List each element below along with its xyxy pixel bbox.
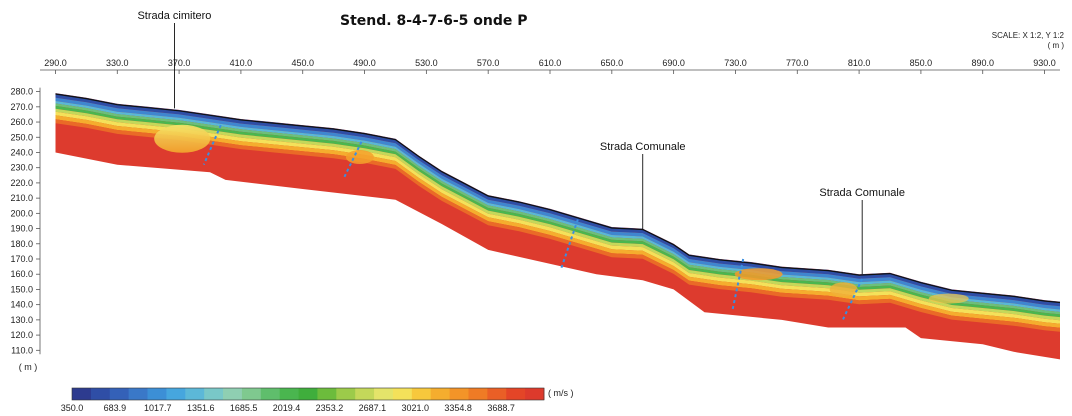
colorbar-swatch — [336, 388, 356, 400]
x-tick-label: 290.0 — [44, 58, 67, 68]
y-tick-label: 190.0 — [10, 224, 33, 234]
x-tick-label: 330.0 — [106, 58, 129, 68]
y-tick-label: 200.0 — [10, 208, 33, 218]
x-tick-label: 690.0 — [662, 58, 685, 68]
x-tick-label: 530.0 — [415, 58, 438, 68]
colorbar-swatch — [449, 388, 469, 400]
annotation-label: Strada Comunale — [600, 141, 686, 153]
colorbar-swatch — [392, 388, 413, 400]
colorbar-tick-label: 3688.7 — [487, 403, 515, 413]
colorbar-swatch — [223, 388, 243, 400]
colorbar-swatch — [109, 388, 130, 400]
colorbar-tick-label: 1017.7 — [144, 403, 172, 413]
colorbar-tick-label: 683.9 — [104, 403, 127, 413]
colorbar-swatch — [355, 388, 375, 400]
colorbar-tick-label: 2353.2 — [316, 403, 344, 413]
x-axis: 290.0 330.0 370.0 410.0 450.0 490.0 530.0 570.0… — [40, 58, 1060, 74]
colorbar-swatch — [241, 388, 262, 400]
colorbar-tick-label: 3021.0 — [402, 403, 430, 413]
low-velocity-anomaly — [345, 150, 374, 165]
colorbar-swatch — [468, 388, 488, 400]
x-tick-label: 810.0 — [848, 58, 871, 68]
colorbar-frame — [71, 387, 545, 401]
colorbar-swatch — [430, 388, 450, 400]
y-tick-label: 120.0 — [10, 330, 33, 340]
colorbar: 350.0 683.9 1017.7 1351.6 1685.5 2019.4 2353.2… — [61, 387, 545, 413]
colorbar-swatch — [260, 388, 281, 400]
fracture-line — [841, 278, 864, 322]
x-tick-label: 410.0 — [230, 58, 253, 68]
velocity-section — [55, 93, 1061, 360]
x-tick-label: 770.0 — [786, 58, 809, 68]
y-tick-label: 150.0 — [10, 284, 33, 294]
chart-title: Stend. 8-4-7-6-5 onde P — [340, 13, 528, 29]
fracture-line — [731, 258, 745, 311]
x-tick-label: 890.0 — [971, 58, 994, 68]
colorbar-tick-label: 1351.6 — [187, 403, 215, 413]
annotation-label: Strada Comunale — [819, 187, 905, 199]
colorbar-swatch — [317, 388, 337, 400]
colorbar-tick-label: 1685.5 — [230, 403, 258, 413]
colorbar-swatch — [90, 388, 111, 400]
y-tick-label: 220.0 — [10, 178, 33, 188]
x-tick-label: 850.0 — [910, 58, 933, 68]
annotation-label: Strada cimitero — [137, 10, 211, 22]
y-tick-label: 230.0 — [10, 163, 33, 173]
colorbar-swatch — [72, 388, 92, 400]
x-tick-label: 610.0 — [539, 58, 562, 68]
y-tick-label: 270.0 — [10, 102, 33, 112]
y-tick-label: 260.0 — [10, 117, 33, 127]
y-unit-label: ( m ) — [19, 362, 38, 372]
y-axis: 280.0 270.0 260.0 250.0 240.0 230.0 220.0 210.0… — [10, 87, 41, 355]
colorbar-swatch — [204, 388, 224, 400]
colorbar-swatch — [166, 388, 186, 400]
y-tick-label: 160.0 — [10, 269, 33, 279]
x-tick-label: 570.0 — [477, 58, 500, 68]
y-tick-label: 110.0 — [11, 345, 33, 355]
fracture-line — [343, 141, 363, 178]
scale-label: SCALE: X 1:2, Y 1:2 — [992, 31, 1065, 40]
low-velocity-anomaly — [829, 282, 858, 297]
y-tick-label: 240.0 — [10, 147, 33, 157]
colorbar-swatch — [506, 388, 526, 400]
low-velocity-anomaly — [928, 293, 969, 304]
x-tick-label: 490.0 — [353, 58, 376, 68]
colorbar-tick-label: 3354.8 — [444, 403, 472, 413]
x-tick-label: 730.0 — [724, 58, 747, 68]
y-tick-label: 210.0 — [10, 193, 33, 203]
colorbar-swatch — [411, 388, 432, 400]
colorbar-tick-label: 2687.1 — [359, 403, 387, 413]
y-tick-label: 170.0 — [10, 254, 33, 264]
x-tick-label: 370.0 — [168, 58, 191, 68]
x-tick-label: 450.0 — [291, 58, 314, 68]
colorbar-swatch — [487, 388, 507, 400]
x-unit-label: ( m ) — [1048, 41, 1065, 50]
fracture-lines — [202, 124, 864, 322]
low-velocity-anomaly — [154, 124, 211, 153]
colorbar-unit-label: ( m/s ) — [548, 388, 574, 398]
y-tick-label: 140.0 — [10, 300, 33, 310]
y-tick-label: 250.0 — [10, 132, 33, 142]
low-velocity-anomaly — [734, 268, 783, 281]
annotations: Strada cimitero Strada Comunale Strada Com… — [137, 10, 905, 275]
colorbar-swatch — [279, 388, 299, 400]
colorbar-swatch — [298, 388, 318, 400]
topographic-surface-line — [55, 93, 1061, 304]
colorbar-swatch — [147, 388, 167, 400]
colorbar-swatch — [128, 388, 148, 400]
fracture-line — [559, 219, 579, 270]
colorbar-swatch — [525, 388, 545, 400]
x-tick-label: 930.0 — [1033, 58, 1056, 68]
colorbar-swatch — [185, 388, 205, 400]
colorbar-swatch — [374, 388, 394, 400]
fracture-line — [202, 124, 222, 166]
y-tick-label: 280.0 — [10, 87, 33, 97]
x-tick-label: 650.0 — [601, 58, 624, 68]
colorbar-tick-label: 350.0 — [61, 403, 84, 413]
y-tick-label: 180.0 — [10, 239, 33, 249]
y-tick-label: 130.0 — [10, 315, 33, 325]
colorbar-tick-label: 2019.4 — [273, 403, 301, 413]
